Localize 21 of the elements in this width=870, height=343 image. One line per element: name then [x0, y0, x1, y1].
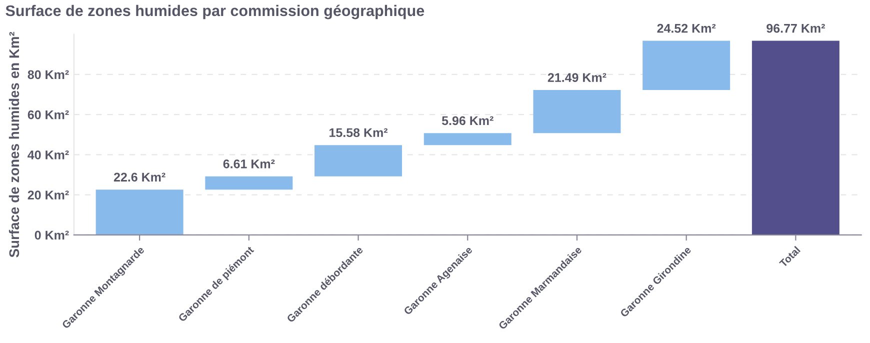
y-tick-label: 60 Km²	[28, 110, 69, 120]
bar	[533, 90, 621, 134]
data-label: 15.58 Km²	[330, 128, 388, 138]
y-tick-label: 0 Km²	[34, 230, 69, 240]
y-tick-label: 80 Km²	[28, 70, 69, 80]
bar	[205, 176, 293, 190]
data-label: 6.61 Km²	[223, 159, 275, 168]
data-label: 5.96 Km²	[442, 116, 494, 126]
bar	[96, 190, 184, 235]
y-tick-label: 20 Km²	[28, 190, 69, 200]
chart-title: Surface de zones humides par commission géographique	[6, 4, 424, 20]
bar	[314, 145, 402, 176]
bar	[424, 133, 512, 146]
data-label: 24.52 Km²	[657, 24, 716, 33]
data-label: 22.6 Km²	[114, 172, 166, 182]
bar	[642, 40, 730, 90]
bar	[752, 40, 840, 235]
y-tick-label: 40 Km²	[28, 150, 69, 160]
y-axis-title: Surface de zones humides en Km²	[8, 32, 20, 258]
data-label: 96.77 Km²	[766, 24, 825, 33]
data-label: 21.49 Km²	[548, 73, 606, 82]
